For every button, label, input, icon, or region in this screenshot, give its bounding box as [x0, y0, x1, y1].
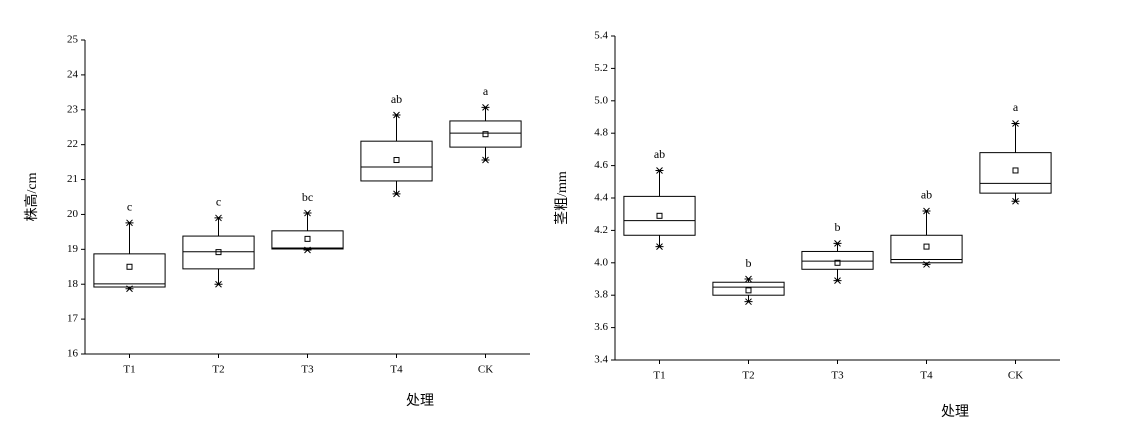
x-tick-label: T2: [742, 370, 754, 382]
y-tick-label: 24: [67, 68, 79, 80]
whisker-end: [303, 209, 312, 217]
whisker-end: [833, 277, 842, 284]
mean-marker: [745, 287, 752, 294]
box: [801, 250, 874, 270]
whisker-end: [214, 280, 223, 288]
box: [712, 281, 785, 296]
y-tick-label: 5.4: [594, 30, 608, 42]
y-tick-label: 19: [67, 243, 79, 255]
whisker-end: [481, 103, 490, 111]
box: [182, 235, 255, 270]
whisker-end: [655, 167, 664, 174]
mean-marker: [215, 249, 222, 256]
significance-letter: ab: [391, 92, 402, 106]
significance-letter: a: [483, 84, 489, 98]
y-tick-label: 4.0: [594, 256, 608, 268]
y-tick-label: 4.2: [594, 224, 608, 236]
mean-marker: [923, 243, 930, 250]
whisker-end: [1011, 120, 1020, 127]
whisker-end: [744, 275, 753, 283]
mean-marker: [1012, 167, 1019, 174]
y-tick-label: 21: [67, 173, 78, 185]
mean-marker: [393, 157, 400, 164]
y-tick-label: 3.4: [594, 354, 608, 366]
y-axis-label: 茎粗/mm: [554, 171, 570, 225]
y-tick-label: 23: [67, 103, 79, 115]
x-tick-label: T4: [390, 364, 403, 376]
x-tick-label: T3: [831, 370, 844, 382]
whisker-end: [922, 261, 931, 268]
x-tick-label: CK: [478, 364, 493, 376]
mean-marker: [482, 131, 489, 138]
significance-letter: a: [1013, 100, 1019, 114]
significance-letter: bc: [302, 190, 313, 204]
box: [93, 253, 166, 288]
significance-letter: ab: [921, 188, 932, 202]
y-tick-label: 16: [67, 348, 79, 360]
significance-letter: c: [216, 195, 221, 209]
y-tick-label: 25: [67, 34, 79, 46]
whisker-end: [125, 285, 134, 293]
y-tick-label: 4.8: [594, 127, 608, 139]
y-tick-label: 18: [67, 278, 79, 290]
whisker-end: [392, 111, 401, 119]
mean-marker: [834, 259, 841, 266]
box: [449, 120, 522, 148]
whisker-end: [744, 298, 753, 306]
box: [271, 230, 344, 250]
whisker-end: [125, 219, 134, 227]
x-tick-label: T1: [653, 370, 665, 382]
significance-letter: ab: [654, 147, 665, 161]
x-tick-label: CK: [1008, 370, 1023, 382]
x-tick-label: T3: [301, 364, 314, 376]
box: [890, 234, 963, 264]
y-tick-label: 4.6: [594, 159, 608, 171]
whisker-end: [214, 214, 223, 222]
significance-letter: b: [835, 220, 841, 234]
whisker-end: [481, 156, 490, 164]
x-tick-label: T4: [920, 370, 933, 382]
whisker-end: [1011, 197, 1020, 205]
box: [623, 195, 696, 236]
y-axis-label: 株高/cm: [23, 172, 40, 221]
whisker-end: [655, 243, 664, 250]
box: [979, 152, 1052, 194]
y-tick-label: 3.6: [594, 321, 608, 333]
whisker-end: [922, 207, 931, 215]
whisker-end: [303, 246, 312, 254]
y-tick-label: 3.8: [594, 289, 608, 301]
whisker-end: [392, 190, 401, 198]
box: [360, 140, 433, 182]
y-tick-label: 20: [67, 208, 79, 220]
x-tick-label: T2: [212, 364, 224, 376]
y-tick-label: 4.4: [594, 192, 608, 204]
x-tick-label: T1: [123, 364, 135, 376]
significance-letter: c: [127, 200, 132, 214]
significance-letter: b: [746, 256, 752, 270]
mean-marker: [304, 235, 311, 242]
y-tick-label: 5.0: [594, 94, 608, 106]
mean-marker: [126, 263, 133, 270]
y-tick-label: 5.2: [594, 62, 608, 74]
x-axis-label: 处理: [406, 393, 434, 409]
mean-marker: [656, 212, 663, 219]
y-tick-label: 22: [67, 138, 78, 150]
whisker-end: [833, 240, 842, 247]
x-axis-label: 处理: [941, 404, 969, 420]
y-tick-label: 17: [67, 313, 79, 325]
